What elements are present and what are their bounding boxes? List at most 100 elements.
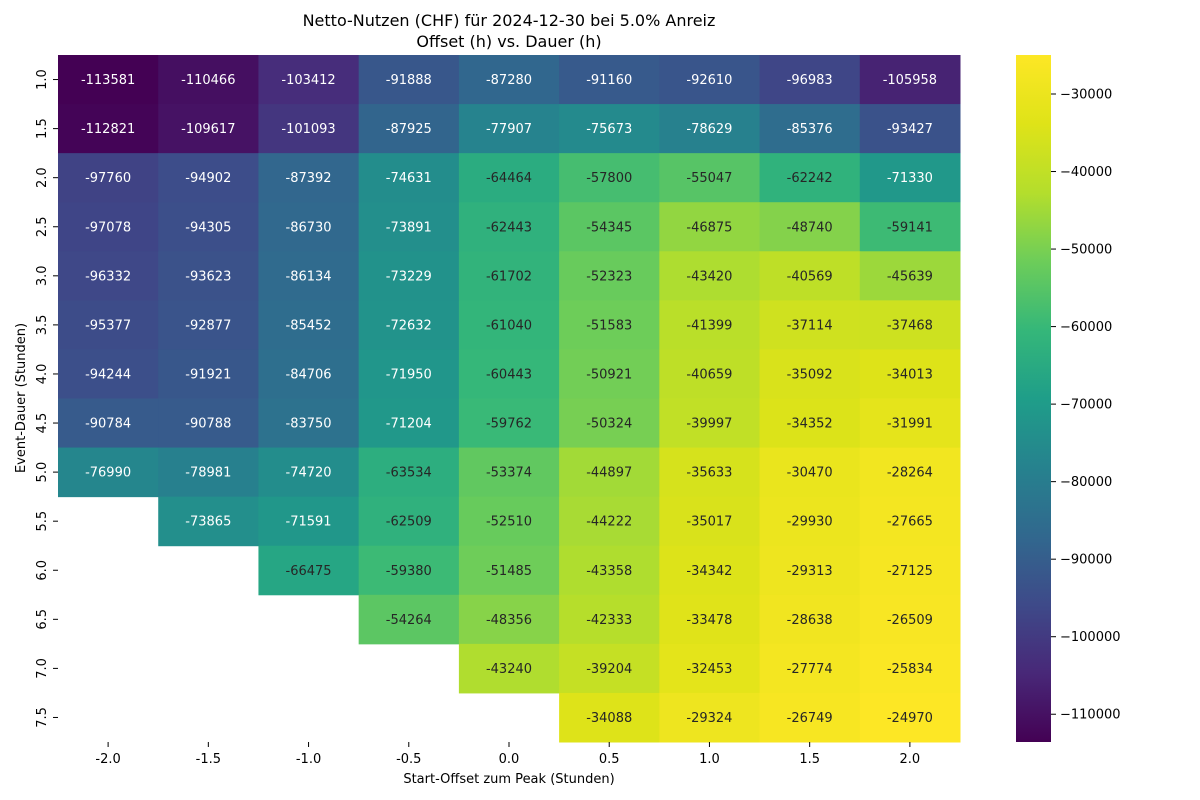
cell-value-label: -63534	[386, 466, 432, 481]
heatmap-cell	[759, 447, 861, 498]
heatmap-cell	[58, 104, 159, 154]
heatmap-cell	[559, 447, 660, 498]
heatmap-cell	[859, 104, 961, 154]
cell-value-label: -62242	[787, 171, 833, 186]
heatmap-cell	[458, 398, 560, 449]
x-axis-ticks: -2.0 -1.5 -1.0 -0.5 0.0 0.5 1.0 1.5 2.0	[95, 742, 920, 767]
heatmap-cell	[659, 202, 761, 252]
cell-value-label: -84706	[286, 367, 332, 382]
cell-value-label: -43240	[486, 662, 532, 677]
colorbar-tick-label: −30000	[1060, 87, 1112, 102]
cell-value-label: -60443	[486, 367, 532, 382]
cell-value-label: -59141	[887, 220, 933, 235]
heatmap-cell	[659, 153, 761, 203]
cell-value-label: -40569	[787, 269, 833, 284]
y-tick-label: 6.0	[35, 560, 50, 581]
cell-value-label: -34342	[686, 564, 732, 579]
heatmap-cell	[659, 251, 761, 301]
heatmap-cell	[559, 104, 660, 154]
heatmap-cell	[759, 398, 861, 449]
cell-value-label: -97078	[85, 220, 131, 235]
colorbar-tick-label: −90000	[1060, 553, 1112, 568]
cell-value-label: -52323	[586, 269, 632, 284]
heatmap-cell	[559, 202, 660, 252]
heatmap-cells	[58, 55, 961, 743]
colorbar-tick-label: −110000	[1060, 708, 1121, 723]
y-tick-label: 7.0	[35, 658, 50, 679]
cell-value-label: -35633	[686, 466, 732, 481]
cell-value-label: -73865	[185, 515, 231, 530]
cell-value-label: -34013	[887, 367, 933, 382]
heatmap-cell	[158, 202, 259, 252]
cell-value-label: -112821	[81, 122, 135, 137]
heatmap-cell	[258, 349, 360, 399]
heatmap-cell	[358, 104, 460, 154]
heatmap-cell	[258, 202, 360, 252]
cell-value-label: -45639	[887, 269, 933, 284]
heatmap-cell	[258, 300, 360, 350]
cell-value-label: -24970	[887, 711, 933, 726]
cell-value-label: -87925	[386, 122, 432, 137]
cell-value-label: -74720	[286, 466, 332, 481]
cell-value-label: -43420	[686, 269, 732, 284]
heatmap-cell	[58, 300, 159, 350]
cell-value-label: -61040	[486, 318, 532, 333]
heatmap-cell	[659, 692, 761, 743]
cell-value-label: -94902	[185, 171, 231, 186]
cell-value-label: -94305	[185, 220, 231, 235]
heatmap-cell	[759, 643, 861, 694]
heatmap-cell	[859, 349, 961, 399]
y-tick-label: 1.0	[35, 69, 50, 90]
cell-value-label: -29324	[686, 711, 732, 726]
heatmap-cell	[158, 55, 259, 105]
heatmap-cell	[258, 447, 360, 498]
heatmap-cell	[358, 594, 460, 645]
heatmap-cell-labels: -113581 -110466 -103412 -91888 -87280 -91160 -…	[81, 73, 937, 726]
cell-value-label: -91921	[185, 367, 231, 382]
heatmap-cell	[258, 545, 360, 596]
cell-value-label: -109617	[181, 122, 235, 137]
cell-value-label: -27665	[887, 515, 933, 530]
cell-value-label: -90788	[185, 417, 231, 432]
cell-value-label: -95377	[85, 318, 131, 333]
heatmap-cell	[258, 55, 360, 105]
cell-value-label: -54345	[586, 220, 632, 235]
cell-value-label: -105958	[883, 73, 937, 88]
cell-value-label: -93427	[887, 122, 933, 137]
heatmap-cell	[859, 545, 961, 596]
heatmap-cell	[859, 447, 961, 498]
heatmap-cell	[759, 692, 861, 743]
cell-value-label: -103412	[281, 73, 335, 88]
cell-value-label: -73229	[386, 269, 432, 284]
cell-value-label: -39997	[686, 417, 732, 432]
cell-value-label: -34352	[787, 417, 833, 432]
cell-value-label: -97760	[85, 171, 131, 186]
colorbar-tick-label: −60000	[1060, 320, 1112, 335]
cell-value-label: -59762	[486, 417, 532, 432]
heatmap-cell	[559, 692, 660, 743]
cell-value-label: -90784	[85, 417, 131, 432]
cell-value-label: -53374	[486, 466, 532, 481]
heatmap-cell	[58, 349, 159, 399]
y-tick-label: 4.5	[35, 413, 50, 434]
heatmap-cell	[759, 594, 861, 645]
heatmap-cell	[759, 349, 861, 399]
chart-title-line1: Netto-Nutzen (CHF) für 2024-12-30 bei 5.…	[303, 11, 716, 30]
cell-value-label: -35092	[787, 367, 833, 382]
heatmap-cell	[458, 545, 560, 596]
y-tick-label: 4.0	[35, 364, 50, 385]
cell-value-label: -101093	[281, 122, 335, 137]
heatmap-cell	[659, 300, 761, 350]
cell-value-label: -52510	[486, 515, 532, 530]
heatmap-cell	[759, 300, 861, 350]
heatmap-cell	[759, 545, 861, 596]
colorbar-ticks: −30000 −40000 −50000 −60000 −70000 −80000 −900…	[1051, 87, 1121, 723]
cell-value-label: -42333	[586, 613, 632, 628]
cell-value-label: -30470	[787, 466, 833, 481]
cell-value-label: -94244	[85, 367, 131, 382]
y-tick-label: 3.0	[35, 265, 50, 286]
cell-value-label: -25834	[887, 662, 933, 677]
cell-value-label: -37468	[887, 318, 933, 333]
heatmap-cell	[559, 349, 660, 399]
